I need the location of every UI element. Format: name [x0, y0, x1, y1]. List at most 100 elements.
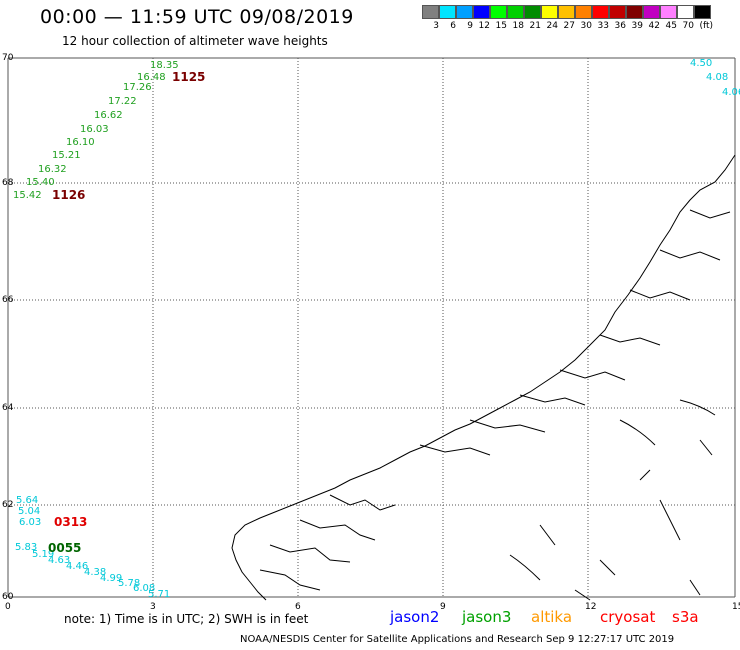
legend-swatch	[507, 5, 524, 19]
wave-height-legend: 3 6 9 12 15 18 21 24 27 30 33 36 39 42 45 70 (ft)	[422, 5, 713, 31]
legend-swatch	[626, 5, 643, 19]
track-time-label: 1126	[52, 188, 85, 202]
y-tick-label: 68	[2, 178, 14, 188]
map-grid: 0 3 6 9 12 15 70 68 66 64 62 60	[2, 53, 740, 612]
legend-swatch	[473, 5, 490, 19]
map-subtitle: 12 hour collection of altimeter wave hei…	[62, 34, 328, 48]
swh-label: 4.06	[722, 87, 740, 98]
legend-swatch	[439, 5, 456, 19]
lake-6	[659, 499, 681, 541]
swh-label: 16.10	[66, 137, 95, 148]
fjord-6	[469, 419, 546, 433]
legend-swatch	[677, 5, 694, 19]
legend-label: 24	[546, 21, 558, 31]
legend-swatch	[575, 5, 592, 19]
track-time-label: 0055	[48, 541, 81, 555]
y-tick-label: 60	[2, 592, 14, 602]
swh-label: 18.35	[150, 60, 179, 71]
legend-label: 12	[478, 21, 490, 31]
swh-label: 4.38	[84, 567, 106, 578]
swh-label: 6.08	[133, 583, 155, 594]
legend-swatch	[524, 5, 541, 19]
swh-label: 5.64	[16, 495, 38, 506]
legend-swatch	[694, 5, 711, 19]
legend-swatch	[660, 5, 677, 19]
swh-label: 15.40	[26, 177, 55, 188]
x-tick-label: 3	[150, 602, 156, 612]
legend-label: 33	[597, 21, 609, 31]
swh-label: 6.03	[19, 517, 41, 528]
y-tick-label: 64	[2, 403, 14, 413]
lake-10	[689, 579, 701, 596]
fjord-7	[519, 394, 586, 406]
fjord-2	[299, 519, 376, 541]
fjord-8	[559, 369, 626, 381]
fjord-9	[599, 334, 661, 346]
legend-swatch	[643, 5, 660, 19]
y-tick-label: 70	[2, 53, 14, 63]
fjord-1	[329, 494, 396, 511]
swh-label: 4.08	[706, 72, 728, 83]
satellite-cryosat: cryosat	[600, 608, 656, 626]
swh-label: 4.63	[48, 555, 70, 566]
lake-3	[539, 524, 556, 546]
legend-label: 30	[580, 21, 592, 31]
legend-label: 15	[495, 21, 507, 31]
fjord-3	[269, 544, 351, 563]
y-tick-label: 62	[2, 500, 13, 510]
fjord-4	[259, 569, 321, 591]
x-tick-label: 0	[5, 602, 11, 612]
lake-7	[699, 439, 713, 456]
swh-label: 5.19	[32, 549, 54, 560]
legend-swatch	[592, 5, 609, 19]
legend-swatch	[456, 5, 473, 19]
legend-label: 36	[614, 21, 626, 31]
lake-8	[639, 469, 651, 481]
map-title: 00:00 — 11:59 UTC 09/08/2019	[40, 6, 354, 28]
credit-line: NOAA/NESDIS Center for Satellite Applica…	[240, 634, 675, 645]
lake-4	[509, 554, 541, 581]
track-time-label: 0313	[54, 515, 87, 529]
swh-label: 5.71	[148, 589, 170, 600]
track-time-label: 1125	[172, 70, 205, 84]
swh-label: 5.83	[15, 542, 37, 553]
lake-1	[619, 419, 656, 446]
coastline	[231, 154, 736, 601]
legend-label: 18	[512, 21, 524, 31]
legend-swatch	[558, 5, 575, 19]
swh-label: 16.48	[137, 72, 166, 83]
coastline-main	[231, 154, 736, 601]
satellite-s3a: s3a	[672, 608, 699, 626]
legend-swatch	[422, 5, 439, 19]
legend-label: 45	[665, 21, 677, 31]
satellite-jason3: jason3	[462, 608, 512, 626]
swh-label: 5.78	[118, 578, 140, 589]
fjord-5	[419, 444, 491, 456]
swh-label: 5.04	[18, 506, 40, 517]
legend-swatch	[541, 5, 558, 19]
swh-label: 17.22	[108, 96, 137, 107]
legend-unit: (ft)	[699, 21, 713, 31]
legend-label: 27	[563, 21, 575, 31]
swh-label: 15.42	[13, 190, 42, 201]
satellite-altika: altika	[531, 608, 573, 626]
satellite-jason2: jason2	[390, 608, 440, 626]
legend-label: 70	[682, 21, 694, 31]
fjord-11	[659, 249, 721, 261]
swh-label: 4.46	[66, 561, 88, 572]
legend-label: 39	[631, 21, 643, 31]
legend-label: 21	[529, 21, 541, 31]
footer-note: note: 1) Time is in UTC; 2) SWH is in fe…	[64, 612, 309, 626]
fjord-10	[629, 289, 691, 301]
swh-label: 16.03	[80, 124, 109, 135]
swh-label: 16.62	[94, 110, 123, 121]
swh-label: 4.99	[100, 573, 122, 584]
x-tick-label: 15	[732, 602, 740, 612]
y-tick-label: 66	[2, 295, 14, 305]
legend-swatch	[490, 5, 507, 19]
legend-label: 42	[648, 21, 660, 31]
lake-2	[679, 399, 716, 416]
swh-label: 15.21	[52, 150, 81, 161]
x-tick-label: 6	[295, 602, 301, 612]
